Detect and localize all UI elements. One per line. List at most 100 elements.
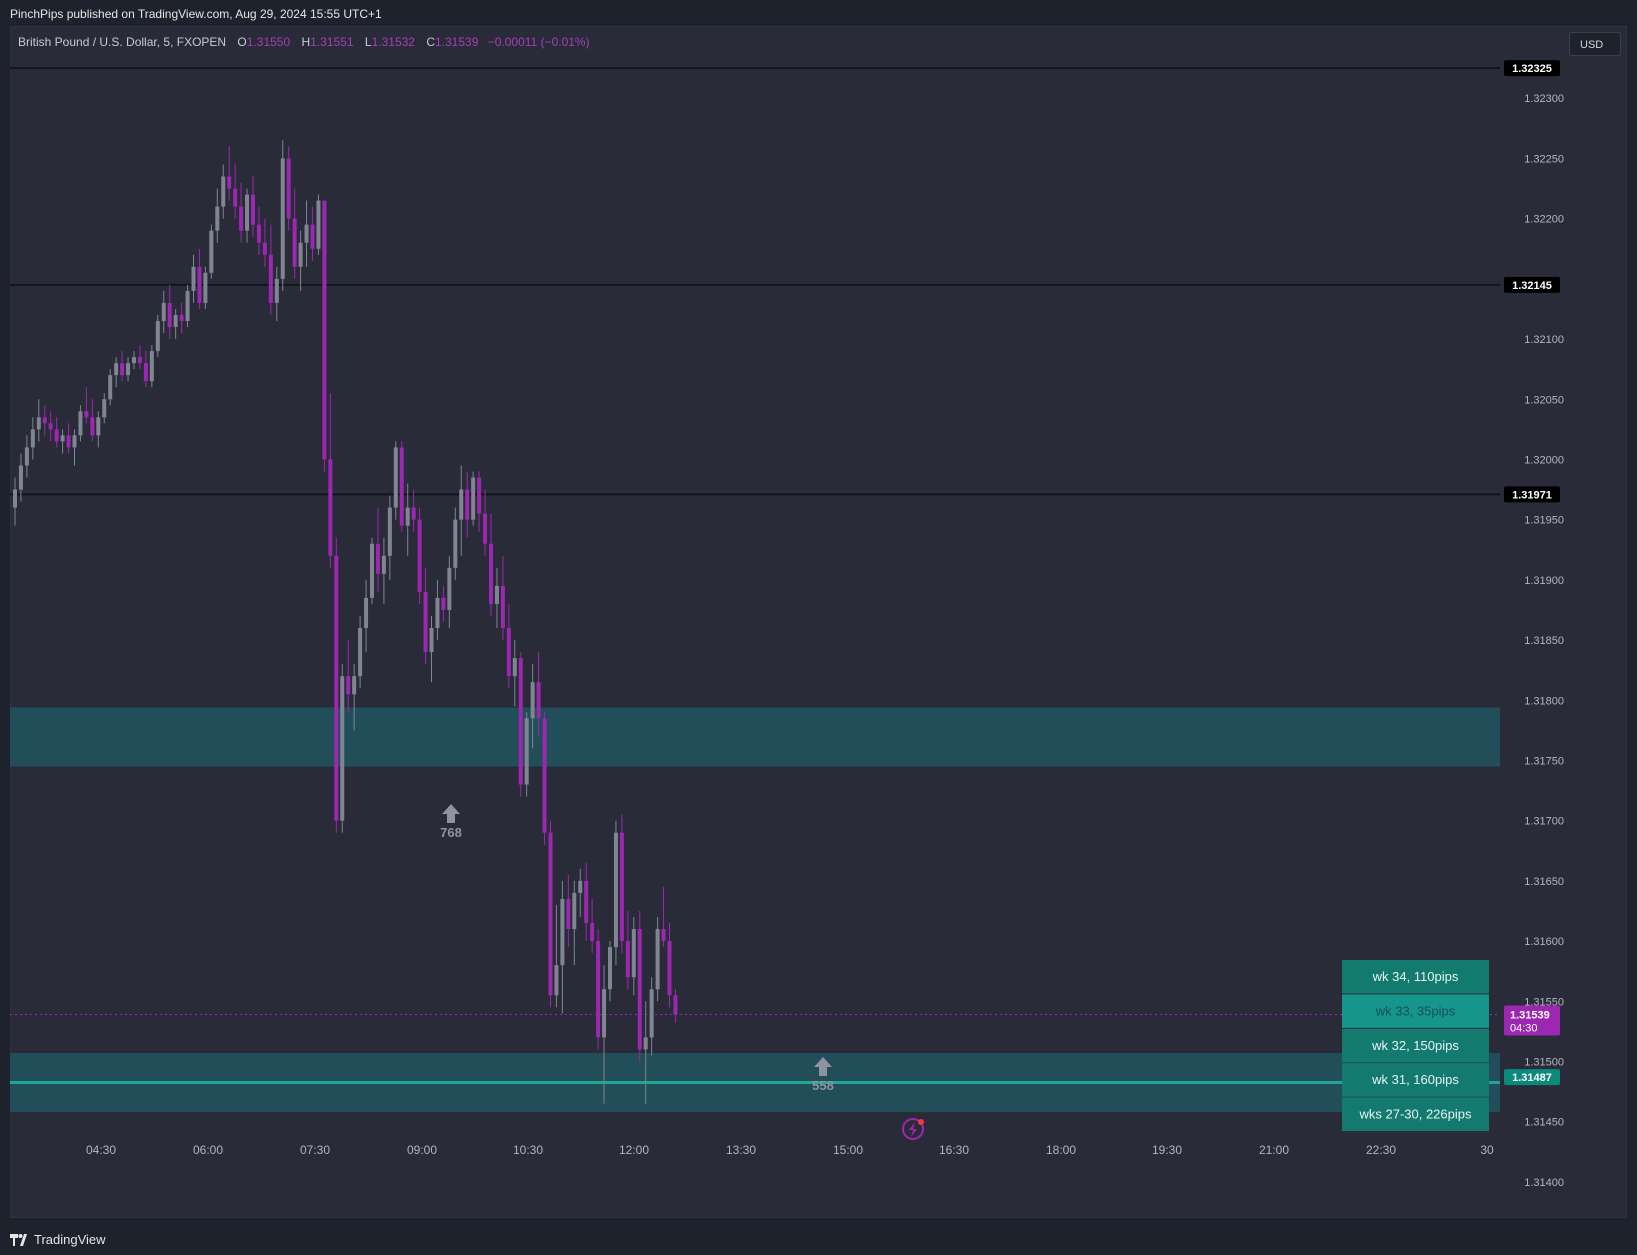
- candle[interactable]: [584, 862, 589, 942]
- candle[interactable]: [560, 880, 565, 1014]
- candle[interactable]: [227, 146, 232, 201]
- candle[interactable]: [590, 898, 595, 954]
- candle[interactable]: [566, 874, 571, 948]
- candle[interactable]: [54, 417, 59, 448]
- candle[interactable]: [155, 314, 160, 358]
- candle[interactable]: [375, 507, 380, 592]
- candle[interactable]: [405, 483, 410, 556]
- candle[interactable]: [358, 615, 363, 689]
- candle[interactable]: [625, 910, 630, 990]
- candle[interactable]: [364, 579, 369, 653]
- candle[interactable]: [322, 200, 327, 472]
- candle[interactable]: [387, 495, 392, 580]
- candle[interactable]: [530, 664, 535, 749]
- currency-button[interactable]: USD: [1569, 32, 1621, 56]
- candle[interactable]: [298, 230, 303, 291]
- candle[interactable]: [126, 357, 131, 382]
- candle[interactable]: [536, 652, 541, 737]
- candle[interactable]: [459, 465, 464, 556]
- candle[interactable]: [542, 712, 547, 845]
- candle[interactable]: [453, 507, 458, 580]
- candle[interactable]: [209, 224, 214, 279]
- candle[interactable]: [524, 712, 529, 797]
- candle[interactable]: [429, 615, 434, 683]
- candle[interactable]: [483, 489, 488, 556]
- candle[interactable]: [185, 284, 190, 328]
- candle[interactable]: [30, 417, 35, 460]
- candle[interactable]: [286, 146, 291, 231]
- candle[interactable]: [256, 206, 261, 255]
- candle[interactable]: [673, 989, 678, 1023]
- candle[interactable]: [548, 820, 553, 1008]
- level-price-tag[interactable]: 1.31487: [1504, 1069, 1560, 1086]
- candle[interactable]: [637, 910, 642, 1062]
- candlestick-chart[interactable]: 1.32300 1.32250 1.32200 1.32100 1.32050 1.320…: [10, 26, 1627, 1218]
- candle[interactable]: [399, 441, 404, 532]
- candle[interactable]: [173, 308, 178, 340]
- candle[interactable]: [48, 411, 53, 442]
- candle[interactable]: [304, 200, 309, 267]
- candle[interactable]: [393, 441, 398, 520]
- candle[interactable]: [411, 489, 416, 532]
- candle[interactable]: [262, 218, 267, 267]
- candle[interactable]: [661, 886, 666, 948]
- candle[interactable]: [500, 555, 505, 641]
- candle[interactable]: [108, 369, 113, 406]
- candle[interactable]: [78, 405, 83, 442]
- candle[interactable]: [494, 567, 499, 629]
- candle[interactable]: [36, 399, 41, 442]
- candle[interactable]: [161, 290, 166, 334]
- candle[interactable]: [215, 188, 220, 243]
- candle[interactable]: [447, 555, 452, 629]
- candle[interactable]: [489, 513, 493, 616]
- candle[interactable]: [102, 393, 107, 424]
- candle[interactable]: [518, 652, 523, 797]
- candle[interactable]: [143, 351, 148, 388]
- candle[interactable]: [554, 904, 559, 1008]
- level-price-tag[interactable]: 1.32325: [1504, 60, 1560, 77]
- candle[interactable]: [435, 579, 440, 641]
- candle[interactable]: [292, 188, 297, 279]
- candle[interactable]: [84, 387, 89, 424]
- candle[interactable]: [268, 224, 273, 315]
- candle[interactable]: [506, 603, 511, 689]
- candle[interactable]: [667, 923, 672, 1008]
- candle[interactable]: [346, 640, 351, 713]
- candle[interactable]: [649, 977, 654, 1056]
- candle[interactable]: [13, 477, 17, 526]
- candle[interactable]: [655, 916, 660, 1002]
- candle[interactable]: [310, 206, 315, 261]
- candle[interactable]: [643, 1001, 648, 1104]
- candle[interactable]: [471, 471, 476, 526]
- candle[interactable]: [572, 880, 577, 966]
- candle[interactable]: [631, 916, 636, 996]
- lightning-icon[interactable]: [902, 1118, 924, 1140]
- candle[interactable]: [370, 537, 374, 604]
- candle[interactable]: [24, 435, 29, 478]
- candle[interactable]: [602, 965, 607, 1104]
- candle[interactable]: [233, 164, 238, 219]
- candle[interactable]: [114, 357, 119, 388]
- level-price-tag[interactable]: 1.32145: [1504, 276, 1560, 293]
- candle[interactable]: [441, 585, 446, 622]
- candle[interactable]: [512, 640, 517, 707]
- candle[interactable]: [120, 351, 125, 382]
- candle[interactable]: [619, 814, 624, 954]
- candle[interactable]: [167, 284, 172, 340]
- candle[interactable]: [149, 345, 154, 388]
- candle[interactable]: [203, 266, 208, 309]
- up-arrow-marker[interactable]: 768: [440, 804, 462, 840]
- candle[interactable]: [328, 393, 333, 568]
- candle[interactable]: [245, 188, 250, 243]
- tradingview-logo[interactable]: TradingView: [10, 1232, 106, 1247]
- candle[interactable]: [465, 471, 470, 538]
- candle[interactable]: [191, 254, 196, 303]
- candle[interactable]: [280, 140, 285, 291]
- candle[interactable]: [197, 248, 202, 309]
- candle[interactable]: [608, 941, 612, 1002]
- candle[interactable]: [274, 266, 279, 321]
- up-arrow-marker[interactable]: 558: [812, 1057, 834, 1093]
- candle[interactable]: [66, 423, 71, 454]
- candle[interactable]: [132, 351, 136, 370]
